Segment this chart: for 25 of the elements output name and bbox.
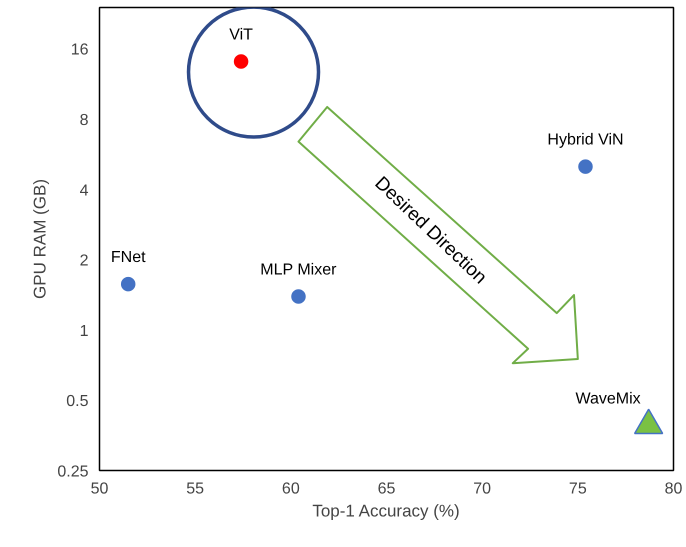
x-tick-label: 60 [282, 480, 300, 498]
y-tick-label: 0.5 [66, 393, 89, 410]
x-axis-title: Top-1 Accuracy (%) [312, 502, 460, 520]
y-tick-label: 4 [80, 182, 89, 200]
x-tick-label: 80 [664, 480, 682, 498]
annotation: Hybrid ViN [547, 132, 624, 149]
y-tick-label: 16 [70, 42, 89, 59]
x-tick-label: 65 [378, 480, 396, 498]
x-tick-label: 75 [568, 480, 587, 498]
annotation: WaveMix [575, 390, 641, 408]
point [120, 276, 136, 292]
x-tick-label: 50 [90, 480, 108, 498]
point [234, 54, 248, 69]
point [578, 159, 593, 174]
y-tick-label: 0.25 [57, 464, 89, 480]
annotation: ViT [229, 26, 254, 44]
y-tick-label: 1 [80, 322, 89, 340]
point [291, 289, 306, 304]
y-tick-label: 2 [80, 252, 89, 270]
y-tick-label: 8 [80, 112, 89, 129]
annotation: FNet [110, 249, 146, 266]
y-axis-title: GPU RAM (GB) [30, 179, 50, 299]
x-tick-label: 70 [473, 480, 492, 498]
annotation: MLP Mixer [260, 261, 338, 278]
x-tick-label: 55 [186, 480, 204, 498]
